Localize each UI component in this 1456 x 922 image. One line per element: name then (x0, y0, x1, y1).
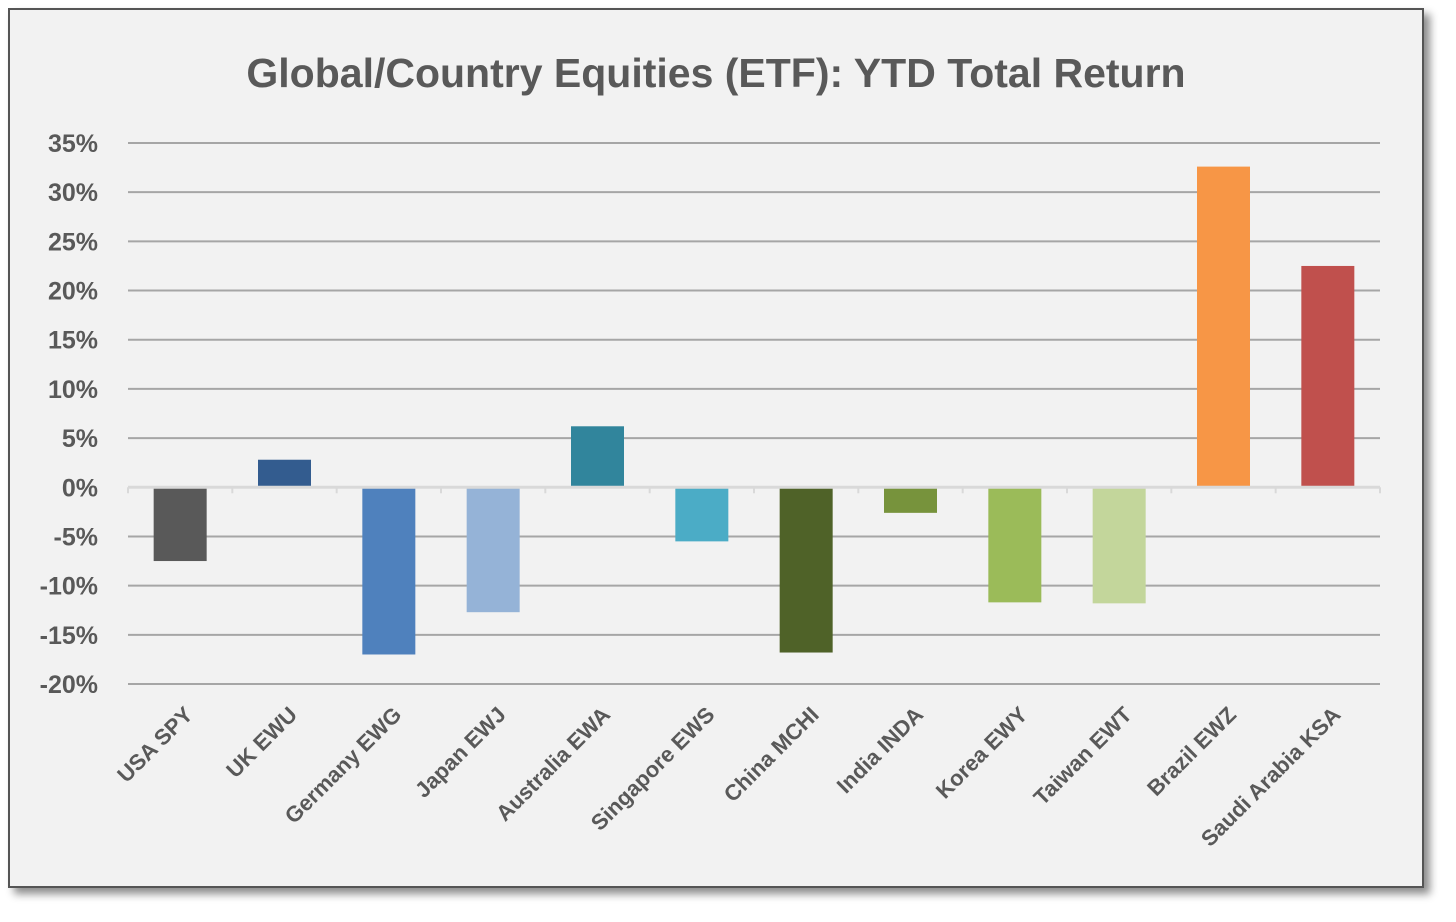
x-tick-label: Korea EWY (931, 702, 1033, 804)
x-tick-label: India INDA (832, 702, 928, 798)
y-tick-label: 35% (48, 130, 98, 158)
bar-china-mchi (779, 487, 833, 653)
gridlines (128, 142, 1380, 685)
bar-germany-ewg (362, 487, 416, 655)
y-tick-label: -10% (40, 573, 98, 601)
y-tick-label: -5% (54, 523, 98, 551)
bar-brazil-ewz (1197, 166, 1250, 488)
x-tick-label: Taiwan EWT (1029, 701, 1138, 810)
y-tick-label: 10% (48, 376, 98, 404)
bar-japan-ewj (466, 487, 520, 613)
x-tick-label: China MCHI (719, 702, 824, 807)
y-tick-label: -20% (40, 671, 98, 699)
y-axis-tick-labels: 35% 30% 25% 20% 15% 10% 5% 0% -5% -10% -15% -20% (40, 130, 98, 699)
y-tick-label: 25% (48, 228, 98, 256)
x-tick-label: USA SPY (112, 702, 198, 788)
chart-title: Global/Country Equities (ETF): YTD Total… (246, 50, 1186, 96)
y-tick-label: 5% (62, 425, 98, 453)
x-tick-label: Japan EWJ (410, 702, 511, 803)
bar-saudi-arabia-ksa (1301, 265, 1355, 488)
x-tick-label: Brazil EWZ (1142, 702, 1241, 801)
bars (153, 166, 1355, 655)
y-tick-label: 20% (48, 278, 98, 306)
x-axis (127, 485, 1381, 494)
y-tick-label: 15% (48, 327, 98, 355)
y-tick-label: 30% (48, 179, 98, 207)
bar-korea-ewy (988, 487, 1042, 603)
bar-india-inda (884, 487, 937, 513)
y-tick-label: -15% (40, 622, 98, 650)
chart-frame: Global/Country Equities (ETF): YTD Total… (8, 8, 1424, 888)
bar-taiwan-ewt (1092, 487, 1146, 604)
y-tick-label: 0% (62, 474, 98, 502)
x-tick-label: UK EWU (221, 702, 302, 783)
bar-usa-spy (153, 487, 207, 562)
bar-australia-ewa (571, 426, 624, 488)
bar-uk-ewu (258, 459, 311, 488)
bar-singapore-ews (675, 487, 729, 542)
